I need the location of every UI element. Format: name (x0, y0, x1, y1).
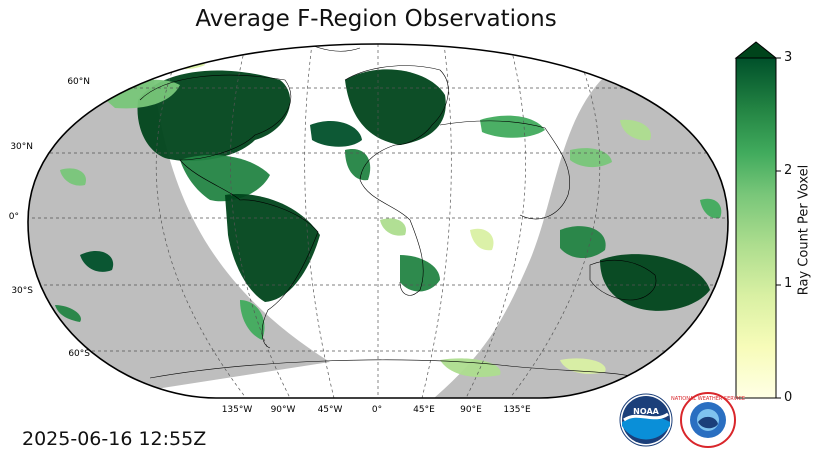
graticule (28, 44, 728, 398)
lon-label: 45°E (413, 405, 435, 415)
lon-label: 45°W (318, 405, 343, 415)
lon-label: 0° (372, 405, 382, 415)
lon-label: 135°E (503, 405, 531, 415)
lon-label: 135°W (222, 405, 253, 415)
colorbar (734, 41, 781, 399)
lon-label: 90°E (460, 405, 482, 415)
colorbar-label: Ray Count Per Voxel (796, 164, 812, 296)
night-region-east (420, 44, 728, 398)
lon-label: 90°W (271, 405, 296, 415)
lat-label: 0° (9, 212, 19, 222)
map-title: Average F-Region Observations (195, 6, 557, 32)
nws-logo-text: NATIONAL WEATHER SERVICE (671, 396, 745, 402)
colorbar-tick: 2 (784, 163, 793, 178)
colorbar-tick: 3 (784, 50, 793, 65)
coastlines (139, 44, 657, 379)
globe-outline (27, 43, 729, 399)
colorbar-tick: 1 (784, 276, 793, 291)
lat-label: 30°S (11, 286, 33, 296)
colorbar-tick: 0 (784, 390, 793, 405)
timestamp: 2025-06-16 12:55Z (22, 428, 207, 450)
noaa-logo-text: NOAA (633, 407, 659, 416)
lat-label: 60°N (67, 77, 90, 87)
lat-label: 30°N (10, 142, 33, 152)
observation-density (55, 55, 722, 378)
noaa-logo: NOAA (619, 393, 673, 447)
lat-label: 60°S (68, 349, 90, 359)
nws-logo: NATIONAL WEATHER SERVICE (671, 392, 745, 448)
